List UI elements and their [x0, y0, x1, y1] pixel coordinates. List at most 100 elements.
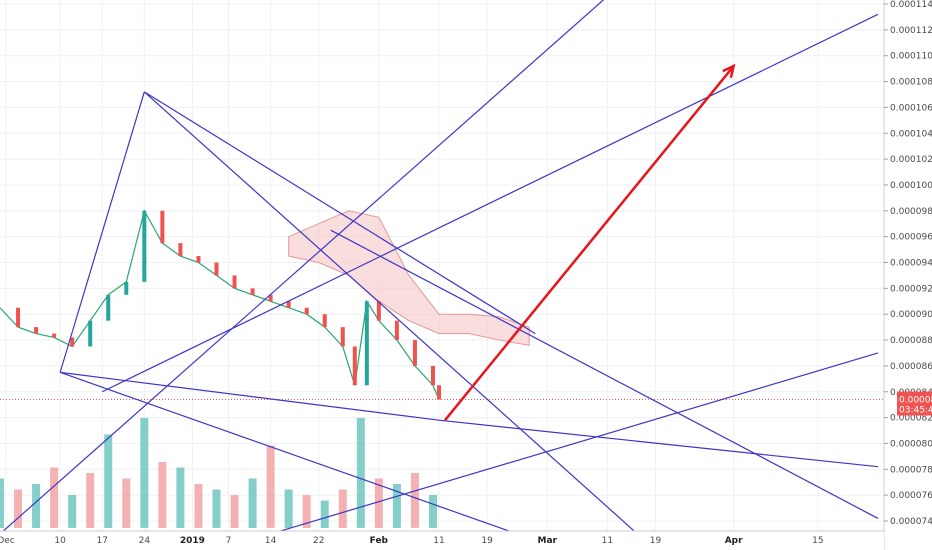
- volume-bar: [320, 500, 329, 528]
- price-axis[interactable]: 0.00011400 0.00011200 0.00011000 0.00010800…: [883, 0, 932, 550]
- candle: [250, 288, 255, 295]
- volume-bar: [392, 484, 401, 528]
- time-tick-label: Apr: [725, 536, 743, 546]
- candle: [160, 210, 165, 244]
- time-tick-label: 19: [650, 536, 662, 546]
- arrow-shaft: [444, 65, 735, 421]
- time-tick-label: 24: [139, 536, 151, 546]
- volume-bar: [50, 467, 59, 528]
- price-tick-label: 0.00011000: [890, 52, 932, 62]
- trend-line: [60, 371, 440, 421]
- candle: [196, 256, 201, 263]
- last-price-label: 0.00008340 03:45:47: [897, 391, 932, 416]
- price-tick-label: 0.00009800: [890, 207, 932, 217]
- arrow-head: [722, 63, 736, 79]
- volume-bars: [0, 418, 437, 528]
- price-tick-label: 0.00007400: [890, 517, 932, 527]
- trend-line: [0, 0, 605, 535]
- price-tick-label: 0.00010800: [890, 78, 932, 88]
- volume-bar: [356, 418, 365, 528]
- price-tick-label: 0.00010600: [890, 103, 932, 113]
- candle: [70, 337, 75, 347]
- volume-bar: [122, 478, 131, 528]
- volume-bar: [428, 495, 437, 528]
- candle: [34, 327, 39, 334]
- volume-bar: [176, 467, 185, 528]
- volume-bar: [248, 478, 257, 528]
- time-tick-label: Mar: [538, 536, 558, 546]
- candle: [304, 307, 309, 315]
- candle: [352, 346, 357, 386]
- candle: [142, 210, 147, 282]
- price-tick-label: 0.00007800: [890, 465, 932, 475]
- price-tick-label: 0.00010000: [890, 181, 932, 191]
- volume-bar: [374, 478, 383, 528]
- price-axis-bg: [884, 0, 932, 550]
- trend-line: [59, 371, 518, 535]
- candle: [16, 307, 21, 328]
- time-tick-label: Feb: [370, 536, 389, 546]
- candle: [376, 301, 381, 321]
- projection-arrow[interactable]: [444, 63, 736, 421]
- candle: [106, 294, 111, 321]
- time-tick-label: Dec: [0, 536, 15, 546]
- time-tick-label: 2019: [180, 536, 205, 546]
- time-tick-label: 11: [433, 536, 444, 546]
- candle: [124, 281, 129, 295]
- candle: [322, 314, 327, 328]
- volume-bar: [230, 495, 239, 528]
- volume-bar: [14, 489, 23, 528]
- volume-bar: [68, 495, 77, 528]
- time-tick-label: 15: [812, 536, 823, 546]
- volume-bar: [338, 489, 347, 528]
- last-price-box: [897, 391, 932, 416]
- trend-lines[interactable]: [0, 0, 879, 535]
- time-tick-label: 22: [313, 536, 324, 546]
- volume-bar: [158, 462, 167, 528]
- candle: [214, 262, 219, 276]
- candle: [286, 301, 291, 308]
- price-tick-label: 0.00011200: [890, 26, 932, 36]
- price-tick-label: 0.00008600: [890, 362, 932, 372]
- bar-countdown: 03:45:47: [899, 406, 932, 416]
- price-series: [0, 209, 884, 401]
- candle: [88, 320, 93, 347]
- volume-bar: [104, 434, 113, 528]
- trend-line: [438, 419, 879, 468]
- time-tick-label: 10: [54, 536, 66, 546]
- price-tick-label: 0.00010400: [890, 129, 932, 139]
- time-tick-label: 7: [226, 536, 232, 546]
- volume-bar: [140, 418, 149, 528]
- candle: [52, 333, 57, 338]
- candle: [430, 365, 435, 386]
- trend-line: [270, 352, 879, 535]
- last-price-value: 0.00008340: [899, 396, 932, 406]
- price-tick-label: 0.00009200: [890, 284, 932, 294]
- time-tick-label: 14: [265, 536, 277, 546]
- candle: [412, 340, 417, 366]
- time-axis[interactable]: Dec 10 17 24 2019 7 14 22 Feb 11 19 Mar 11 19 Apr 15: [0, 530, 884, 550]
- price-line: [0, 209, 440, 400]
- volume-bar: [302, 495, 311, 528]
- volume-bar: [212, 489, 221, 528]
- volume-bar: [0, 478, 4, 528]
- volume-bar: [32, 484, 41, 528]
- price-tick-label: 0.00008200: [890, 414, 932, 424]
- trend-line: [144, 91, 536, 335]
- candle: [268, 294, 273, 302]
- trend-line: [330, 229, 879, 519]
- volume-bar: [86, 473, 95, 528]
- price-tick-label: 0.00009000: [890, 310, 932, 320]
- volume-bar: [266, 445, 275, 528]
- price-tick-label: 0.00009600: [890, 233, 932, 243]
- volume-bar: [194, 484, 203, 528]
- price-tick-label: 0.00011400: [890, 0, 932, 10]
- trend-line: [59, 91, 145, 373]
- price-tick-label: 0.00009400: [890, 259, 932, 269]
- price-tick-label: 0.00007600: [890, 491, 932, 501]
- trend-line: [101, 13, 879, 393]
- time-tick-label: 17: [97, 536, 108, 546]
- candle: [178, 243, 183, 257]
- trend-line: [143, 91, 638, 535]
- price-tick-label: 0.00008800: [890, 336, 932, 346]
